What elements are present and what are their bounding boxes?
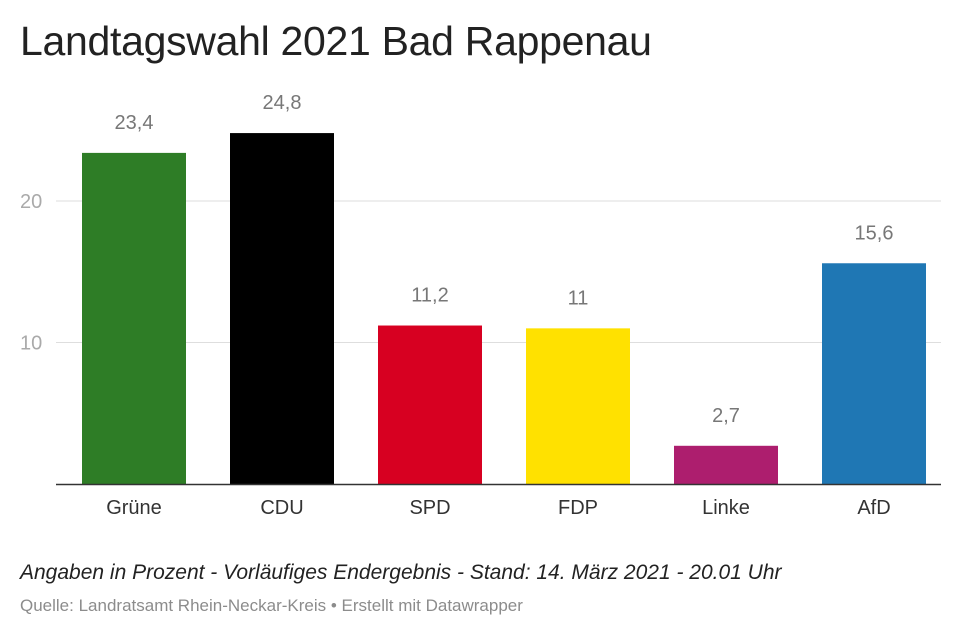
y-tick-label: 20	[20, 191, 42, 213]
value-label: 23,4	[115, 112, 154, 134]
y-tick-label: 10	[20, 333, 42, 355]
bars	[82, 133, 926, 484]
bar	[230, 133, 334, 484]
bar	[82, 152, 186, 484]
value-label: 2,7	[712, 405, 740, 427]
x-tick-label: SPD	[409, 497, 450, 519]
gridlines: 10 20	[20, 191, 941, 355]
bar-chart: 10 20 23,4 24,8 11,2 11 2,7 15,6 Grüne CDU SPD FD…	[20, 92, 941, 519]
x-tick-label: CDU	[260, 497, 303, 519]
chart-note: Angaben in Prozent - Vorläufiges Enderge…	[20, 561, 782, 584]
value-label: 11,2	[411, 285, 448, 307]
value-label: 11	[568, 287, 589, 309]
bar	[674, 445, 778, 484]
x-axis: Grüne CDU SPD FDP Linke AfD	[56, 483, 941, 519]
x-tick-label: Grüne	[106, 497, 162, 519]
value-label: 15,6	[855, 222, 894, 244]
bar	[378, 325, 482, 484]
bar	[822, 263, 926, 484]
value-label: 24,8	[263, 92, 302, 114]
bar	[526, 328, 630, 484]
value-labels: 23,4 24,8 11,2 11 2,7 15,6	[115, 92, 894, 427]
chart-source: Quelle: Landratsamt Rhein-Neckar-Kreis •…	[20, 596, 523, 615]
x-tick-label: Linke	[702, 497, 750, 519]
x-tick-label: FDP	[558, 497, 598, 519]
chart-title: Landtagswahl 2021 Bad Rappenau	[20, 18, 652, 64]
x-tick-label: AfD	[857, 497, 890, 519]
